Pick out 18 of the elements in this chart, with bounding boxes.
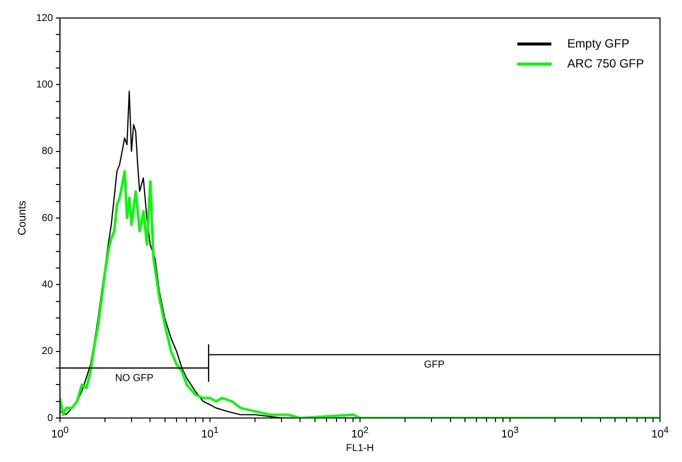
y-tick-label: 0 [47,412,54,424]
legend-label: Empty GFP [567,36,630,50]
x-tick-label: 10$^{0}$ [51,424,69,442]
y-tick-label: 120 [36,12,54,24]
annotation: GFP [424,359,445,370]
legend-label: ARC 750 GFP [567,56,644,70]
x-tick-label: 10$^{1}$ [201,424,219,442]
x-tick-label: 10$^{2}$ [351,424,369,442]
y-tick-label: 60 [42,212,54,224]
y-tick-label: 80 [42,146,54,158]
y-tick-label: 100 [36,79,54,90]
y-tick-label: 20 [42,346,54,358]
x-tick-label: 10$^{3}$ [501,424,519,442]
annotation: NO GFP [115,372,154,384]
y-axis-title: Counts [16,200,29,236]
x-axis-title: FL1-H [346,442,374,454]
x-tick-label: 10$^{4}$ [651,424,669,442]
y-tick-label: 40 [42,279,54,290]
